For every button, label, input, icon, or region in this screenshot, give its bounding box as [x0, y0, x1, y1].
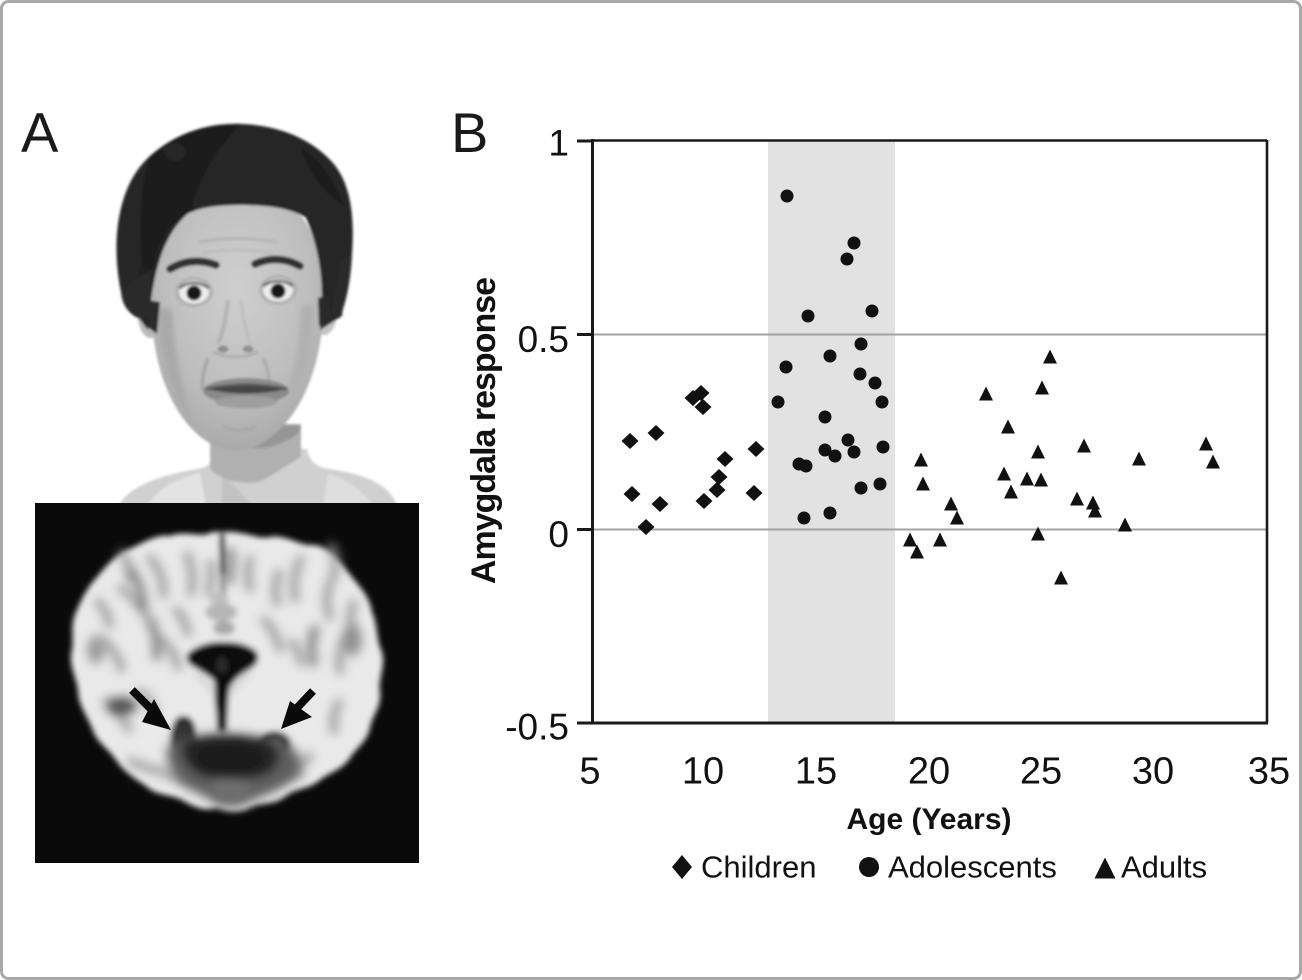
- svg-text:A: A: [21, 101, 59, 164]
- svg-text:Adolescents: Adolescents: [888, 850, 1057, 885]
- svg-text:Children: Children: [701, 850, 816, 885]
- svg-text:10: 10: [682, 751, 724, 793]
- svg-text:35: 35: [1248, 751, 1290, 793]
- svg-text:25: 25: [1020, 751, 1062, 793]
- svg-text:B: B: [451, 101, 488, 164]
- svg-text:15: 15: [795, 751, 837, 793]
- svg-text:0.5: 0.5: [518, 319, 569, 360]
- svg-text:Age (Years): Age (Years): [846, 803, 1011, 836]
- svg-text:5: 5: [579, 751, 600, 793]
- svg-text:-0.5: -0.5: [505, 707, 569, 748]
- svg-text:Adults: Adults: [1121, 850, 1207, 885]
- svg-text:0: 0: [548, 514, 569, 555]
- svg-text:20: 20: [908, 751, 950, 793]
- svg-text:Amygdala response: Amygdala response: [465, 278, 503, 584]
- svg-text:30: 30: [1132, 751, 1174, 793]
- svg-text:1: 1: [548, 123, 569, 164]
